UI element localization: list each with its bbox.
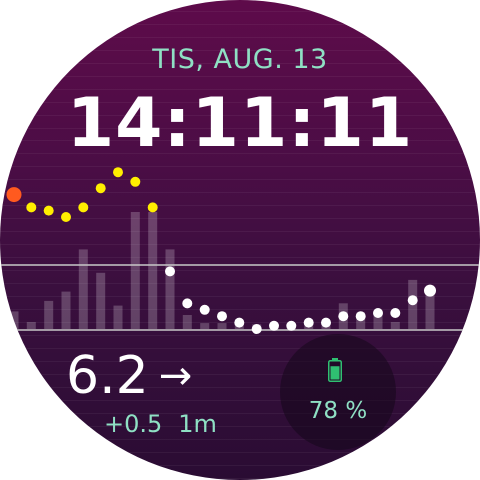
time-display: 14:11:11: [66, 84, 414, 163]
glucose-dot: [78, 202, 89, 213]
activity-bar: [373, 315, 383, 329]
reading-age: 1m: [178, 410, 217, 438]
activity-bar: [182, 315, 192, 329]
battery-level: 78 %: [308, 398, 368, 424]
glucose-dot: [234, 317, 245, 328]
glucose-dot: [321, 317, 331, 328]
activity-bar: [26, 322, 36, 329]
glucose-dot: [6, 187, 22, 203]
trend-arrow-icon: →: [158, 353, 193, 399]
battery-icon: [328, 358, 342, 382]
activity-bar: [78, 249, 88, 329]
glucose-delta-row: +0.5 1m: [104, 410, 217, 438]
glucose-dot: [286, 320, 297, 331]
activity-bar: [390, 322, 400, 329]
glucose-dot: [373, 308, 383, 318]
glucose-dot: [390, 308, 401, 318]
glucose-dot: [303, 317, 314, 328]
activity-bar: [44, 300, 54, 329]
activity-bar: [113, 305, 123, 329]
glucose-dots: [6, 167, 436, 334]
glucose-dot: [217, 311, 227, 322]
glucose-dot: [26, 202, 37, 213]
glucose-dot: [338, 311, 349, 322]
glucose-dot: [251, 324, 262, 334]
battery-complication[interactable]: 78 %: [280, 334, 396, 450]
activity-bar: [61, 291, 71, 329]
glucose-dot: [199, 304, 210, 315]
activity-bar: [356, 317, 366, 329]
glucose-value: 6.2: [66, 346, 149, 406]
glucose-dot: [182, 298, 193, 309]
activity-bar: [96, 272, 106, 329]
glucose-dot: [43, 205, 54, 216]
glucose-dot: [95, 183, 106, 194]
glucose-dot: [355, 311, 366, 322]
glucose-dot: [269, 320, 279, 331]
glucose-dot: [407, 295, 418, 306]
glucose-reading[interactable]: 6.2 →: [66, 346, 192, 410]
glucose-dot: [130, 176, 141, 187]
glucose-dot: [424, 284, 436, 297]
glucose-dot: [61, 212, 71, 222]
glucose-dot: [147, 202, 158, 213]
activity-bar: [200, 323, 210, 329]
date-label: TIS, AUG. 13: [152, 44, 328, 75]
glucose-dot: [165, 266, 175, 277]
activity-bar: [9, 311, 19, 329]
activity-bar: [130, 212, 140, 329]
activity-bar: [165, 249, 175, 329]
glucose-delta: +0.5: [104, 410, 163, 438]
activity-bar: [217, 323, 227, 329]
activity-bar: [148, 212, 158, 329]
glucose-dot: [113, 167, 123, 178]
activity-bar: [425, 286, 435, 329]
